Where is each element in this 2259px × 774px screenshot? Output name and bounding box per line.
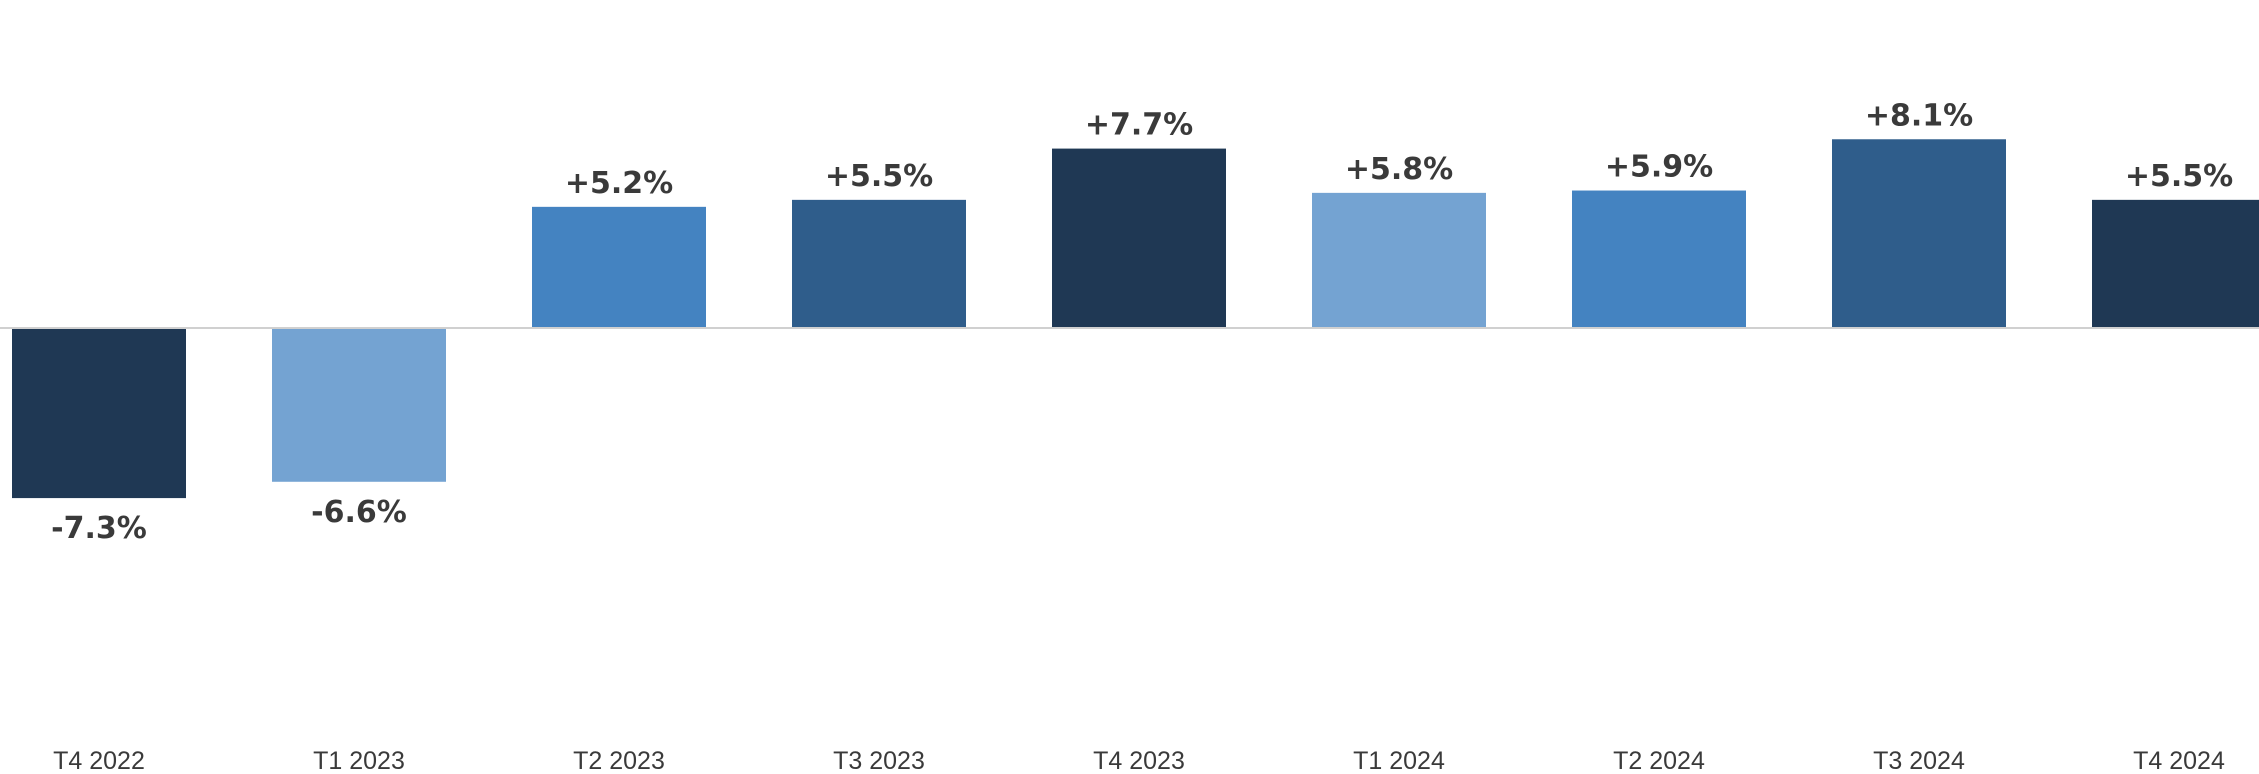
value-label-7: +8.1%	[1865, 98, 1973, 133]
bar-4	[1052, 148, 1226, 328]
bars-group	[12, 139, 2259, 499]
category-label-7: T3 2024	[1873, 747, 1965, 774]
value-label-0: -7.3%	[51, 511, 147, 546]
value-label-1: -6.6%	[311, 495, 407, 530]
bar-0	[12, 328, 186, 499]
value-label-2: +5.2%	[565, 166, 673, 201]
bar-2	[532, 206, 706, 328]
category-label-8: T4 2024	[2133, 747, 2225, 774]
value-label-5: +5.8%	[1345, 152, 1453, 187]
category-label-5: T1 2024	[1353, 747, 1445, 774]
bar-1	[272, 328, 446, 482]
bar-7	[1832, 139, 2006, 328]
category-label-4: T4 2023	[1093, 747, 1185, 774]
category-labels-group: T4 2022 T1 2023 T2 2023 T3 2023 T4 2023 T1 20…	[53, 747, 2225, 774]
category-label-0: T4 2022	[53, 747, 145, 774]
value-label-3: +5.5%	[825, 159, 933, 194]
value-label-6: +5.9%	[1605, 150, 1713, 185]
value-label-4: +7.7%	[1085, 108, 1193, 143]
category-label-2: T2 2023	[573, 747, 665, 774]
category-label-3: T3 2023	[833, 747, 925, 774]
category-label-1: T1 2023	[313, 747, 405, 774]
value-labels-group: -7.3% -6.6% +5.2% +5.5% +7.7% +5.8% +5.9% +8.1%…	[51, 98, 2233, 546]
bar-6	[1572, 190, 1746, 328]
category-label-6: T2 2024	[1613, 747, 1705, 774]
bar-8	[2092, 199, 2259, 328]
bar-3	[792, 199, 966, 328]
value-label-8: +5.5%	[2125, 159, 2233, 194]
bar-5	[1312, 192, 1486, 328]
